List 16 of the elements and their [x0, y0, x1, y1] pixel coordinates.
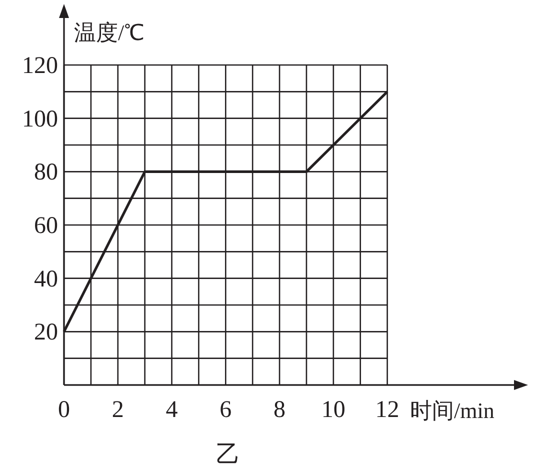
- x-tick-label: 2: [112, 397, 124, 423]
- y-tick-label: 20: [34, 320, 58, 346]
- y-tick-label: 120: [22, 53, 58, 79]
- x-tick-label: 10: [321, 397, 346, 423]
- x-tick-label: 4: [166, 397, 178, 423]
- x-tick-label: 12: [375, 397, 400, 423]
- y-tick-label: 40: [34, 266, 58, 292]
- x-tick-label: 6: [220, 397, 232, 423]
- x-axis-title: 时间/min: [410, 398, 494, 423]
- x-tick-label: 8: [274, 397, 286, 423]
- x-tick-label: 0: [58, 397, 70, 423]
- y-tick-label: 100: [22, 106, 58, 132]
- text: 乙: [216, 442, 240, 468]
- y-tick-label: 60: [34, 213, 58, 239]
- y-axis-title: 温度/℃: [74, 20, 144, 45]
- y-tick-label: 80: [34, 160, 58, 186]
